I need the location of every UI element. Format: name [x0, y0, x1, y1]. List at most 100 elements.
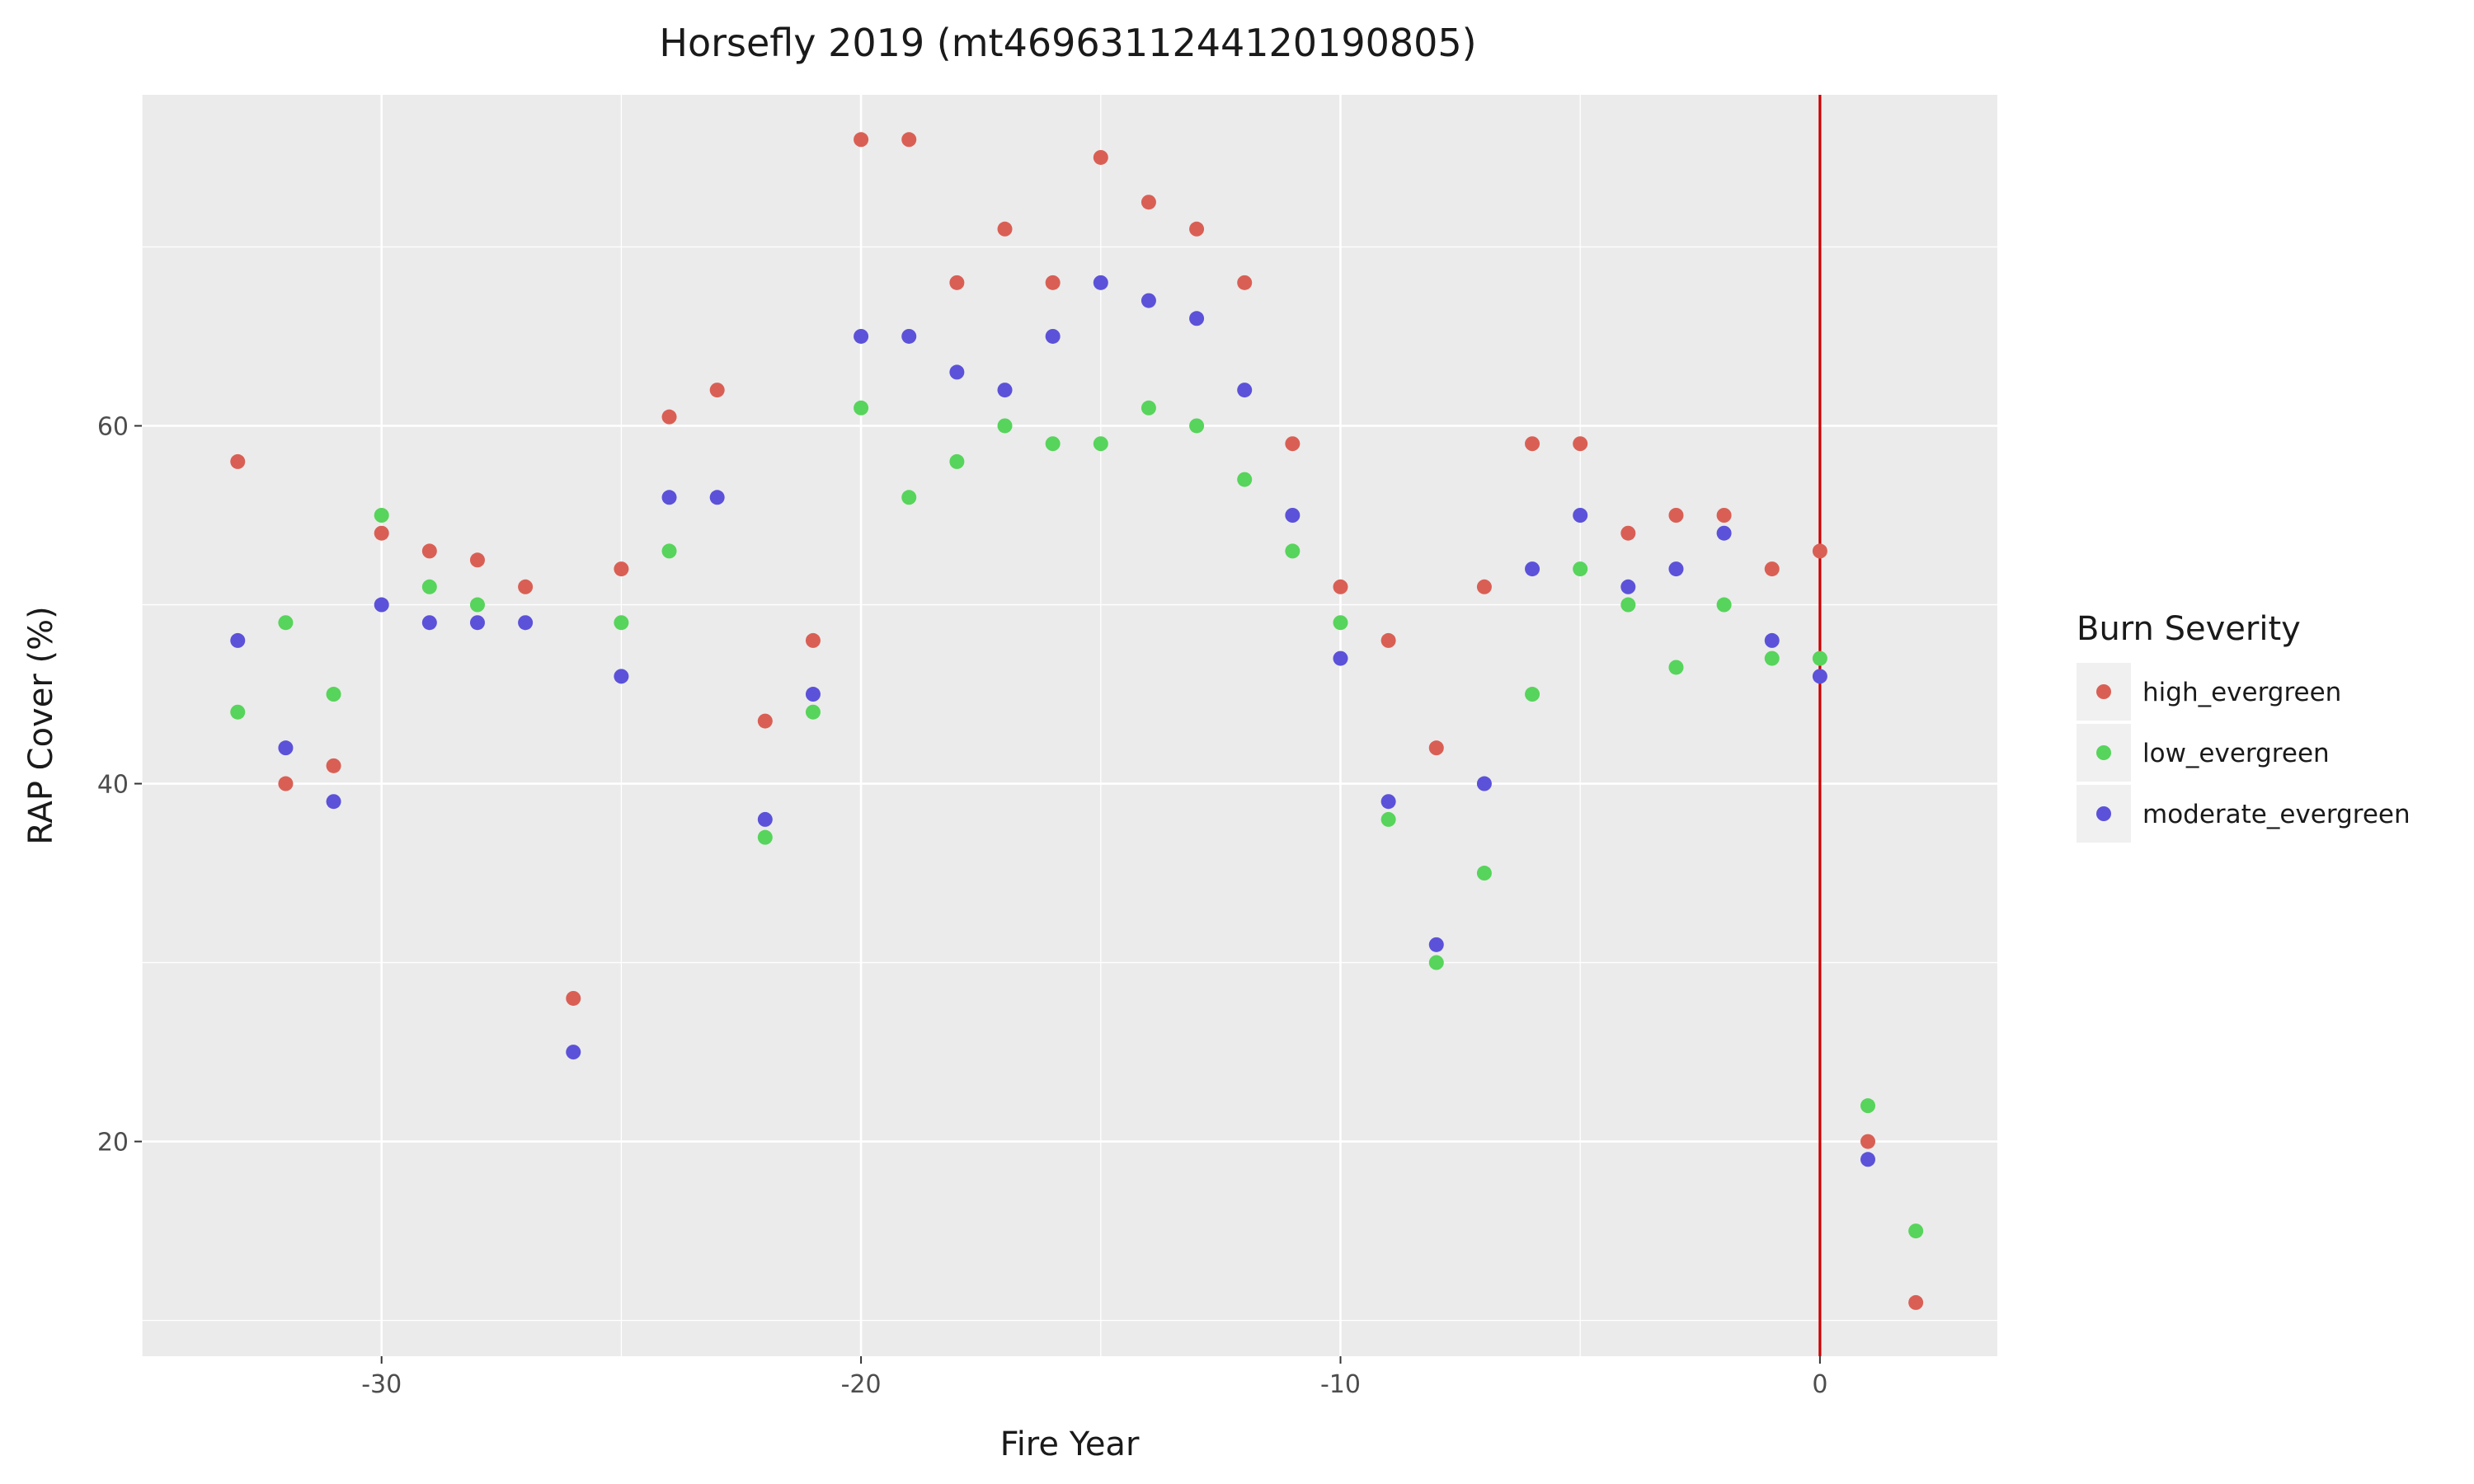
point-high_evergreen: [278, 776, 294, 791]
point-low_evergreen: [1380, 811, 1396, 827]
point-moderate_evergreen: [1716, 525, 1732, 541]
point-low_evergreen: [1093, 436, 1108, 452]
point-moderate_evergreen: [805, 687, 821, 702]
point-low_evergreen: [805, 704, 821, 720]
point-moderate_evergreen: [566, 1045, 581, 1060]
point-low_evergreen: [757, 829, 773, 845]
series-low_evergreen: [230, 400, 1924, 1239]
point-low_evergreen: [230, 704, 246, 720]
point-low_evergreen: [901, 490, 917, 505]
legend-swatch: [2096, 684, 2111, 699]
y-axis-title: RAP Cover (%): [22, 606, 60, 844]
point-moderate_evergreen: [661, 490, 677, 505]
point-high_evergreen: [805, 632, 821, 648]
point-moderate_evergreen: [518, 615, 534, 631]
legend-swatch: [2096, 806, 2111, 821]
point-high_evergreen: [1860, 1134, 1876, 1149]
x-tick-label: -10: [1320, 1370, 1361, 1399]
point-high_evergreen: [614, 561, 629, 577]
point-high_evergreen: [1045, 275, 1061, 290]
point-low_evergreen: [326, 687, 341, 702]
y-axis-ticks: 20 40 60: [97, 412, 142, 1158]
point-low_evergreen: [614, 615, 629, 631]
point-high_evergreen: [1141, 195, 1156, 210]
point-high_evergreen: [1476, 579, 1492, 594]
point-moderate_evergreen: [1764, 632, 1780, 648]
plot-panel: [142, 95, 1997, 1356]
point-moderate_evergreen: [901, 328, 917, 344]
point-moderate_evergreen: [709, 490, 725, 505]
point-high_evergreen: [1716, 508, 1732, 523]
point-moderate_evergreen: [374, 597, 389, 613]
point-high_evergreen: [1573, 436, 1588, 452]
major-gridlines: [142, 95, 1997, 1356]
point-high_evergreen: [997, 221, 1013, 237]
y-tick-label: 60: [97, 412, 129, 441]
point-moderate_evergreen: [1860, 1152, 1876, 1167]
point-moderate_evergreen: [1812, 669, 1827, 684]
point-high_evergreen: [661, 409, 677, 425]
x-tick-label: 0: [1812, 1370, 1827, 1399]
legend: Burn Severity high_evergreen low_evergree…: [2077, 610, 2411, 843]
point-low_evergreen: [469, 597, 485, 613]
point-moderate_evergreen: [997, 383, 1013, 398]
point-high_evergreen: [1333, 579, 1348, 594]
point-low_evergreen: [1908, 1223, 1924, 1239]
chart-title: Horsefly 2019 (mt4696311244120190805): [659, 21, 1476, 65]
point-moderate_evergreen: [1380, 794, 1396, 810]
legend-label: low_evergreen: [2142, 739, 2330, 768]
point-high_evergreen: [949, 275, 965, 290]
point-moderate_evergreen: [469, 615, 485, 631]
point-moderate_evergreen: [949, 364, 965, 380]
point-high_evergreen: [1285, 436, 1300, 452]
point-moderate_evergreen: [1141, 293, 1156, 308]
series-high_evergreen: [230, 132, 1924, 1310]
point-low_evergreen: [1428, 955, 1444, 970]
point-moderate_evergreen: [614, 669, 629, 684]
point-high_evergreen: [374, 525, 389, 541]
legend-title: Burn Severity: [2077, 610, 2301, 648]
x-tick-label: -20: [841, 1370, 882, 1399]
point-moderate_evergreen: [1285, 508, 1300, 523]
point-low_evergreen: [949, 453, 965, 469]
point-low_evergreen: [1620, 597, 1636, 613]
legend-item-high_evergreen: high_evergreen: [2077, 663, 2341, 721]
point-low_evergreen: [1285, 543, 1300, 559]
point-high_evergreen: [1668, 508, 1684, 523]
point-moderate_evergreen: [1093, 275, 1108, 290]
point-low_evergreen: [854, 400, 869, 416]
legend-item-low_evergreen: low_evergreen: [2077, 724, 2330, 782]
point-low_evergreen: [1716, 597, 1732, 613]
point-high_evergreen: [709, 383, 725, 398]
point-low_evergreen: [421, 579, 437, 594]
point-low_evergreen: [1045, 436, 1061, 452]
legend-label: moderate_evergreen: [2142, 800, 2411, 829]
legend-item-moderate_evergreen: moderate_evergreen: [2077, 785, 2411, 843]
point-high_evergreen: [757, 713, 773, 729]
point-moderate_evergreen: [1237, 383, 1253, 398]
x-axis-title: Fire Year: [1000, 1425, 1140, 1463]
point-high_evergreen: [1380, 632, 1396, 648]
point-moderate_evergreen: [1620, 579, 1636, 594]
point-low_evergreen: [1189, 418, 1205, 434]
point-moderate_evergreen: [1668, 561, 1684, 577]
point-low_evergreen: [997, 418, 1013, 434]
point-high_evergreen: [1189, 221, 1205, 237]
legend-label: high_evergreen: [2142, 678, 2341, 707]
point-low_evergreen: [1333, 615, 1348, 631]
point-moderate_evergreen: [1428, 937, 1444, 952]
point-moderate_evergreen: [1476, 776, 1492, 791]
point-high_evergreen: [230, 453, 246, 469]
point-moderate_evergreen: [1525, 561, 1540, 577]
point-low_evergreen: [1141, 400, 1156, 416]
point-high_evergreen: [1525, 436, 1540, 452]
point-high_evergreen: [901, 132, 917, 148]
point-high_evergreen: [518, 579, 534, 594]
point-high_evergreen: [1764, 561, 1780, 577]
point-moderate_evergreen: [1189, 311, 1205, 326]
point-moderate_evergreen: [278, 740, 294, 756]
y-tick-label: 40: [97, 771, 129, 800]
legend-swatch: [2096, 745, 2111, 760]
point-moderate_evergreen: [230, 632, 246, 648]
point-high_evergreen: [1428, 740, 1444, 756]
